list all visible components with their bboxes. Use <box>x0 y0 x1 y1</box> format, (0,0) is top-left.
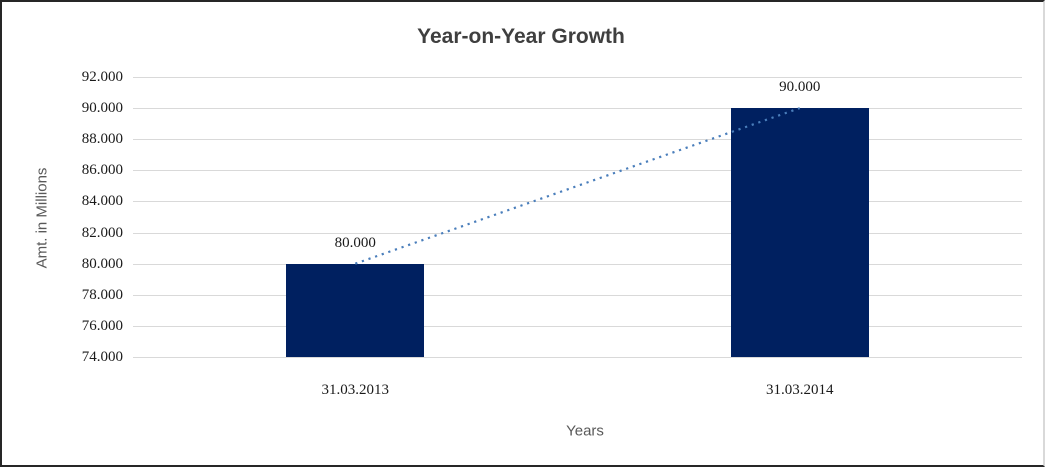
y-tick-label: 76.000 <box>81 318 123 334</box>
y-tick-label: 82.000 <box>81 225 123 241</box>
chart-title: Year-on-Year Growth <box>417 25 625 48</box>
y-tick-label: 74.000 <box>81 349 123 365</box>
bar <box>730 108 869 357</box>
gridline <box>133 77 1022 78</box>
x-category-label: 31.03.2013 <box>321 382 390 398</box>
y-tick-label: 84.000 <box>81 193 123 209</box>
x-axis-title: Years <box>566 422 604 440</box>
y-tick-label: 88.000 <box>81 131 123 147</box>
gridline <box>133 108 1022 109</box>
gridline <box>133 201 1022 202</box>
y-tick-label: 86.000 <box>81 162 123 178</box>
y-tick-label: 80.000 <box>81 256 123 272</box>
gridline <box>133 264 1022 265</box>
gridline <box>133 233 1022 234</box>
gridline <box>133 170 1022 171</box>
bar-value-label: 90.000 <box>779 79 821 96</box>
y-tick-label: 90.000 <box>81 100 123 116</box>
bar-value-label: 80.000 <box>334 234 376 251</box>
gridline <box>133 326 1022 327</box>
gridline <box>133 295 1022 296</box>
y-tick-label: 92.000 <box>81 69 123 85</box>
gridline <box>133 139 1022 140</box>
y-tick-label: 78.000 <box>81 287 123 303</box>
x-category-label: 31.03.2014 <box>766 382 834 398</box>
gridline <box>133 357 1022 358</box>
bar <box>286 263 425 357</box>
